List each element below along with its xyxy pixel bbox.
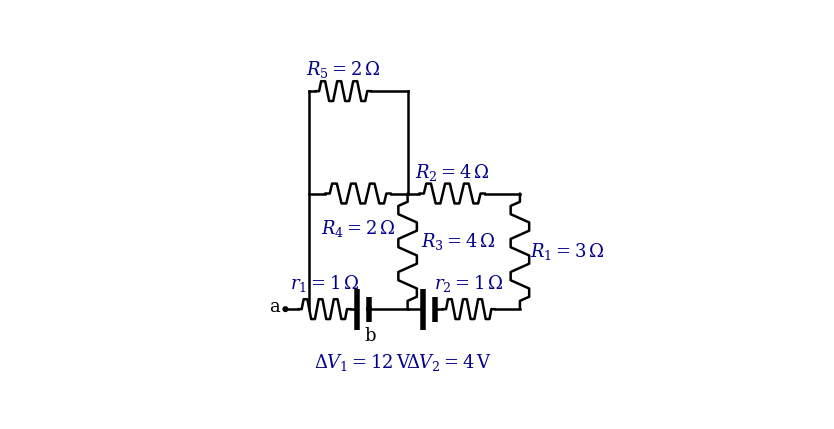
Text: $R_1{=}3\,\Omega$: $R_1{=}3\,\Omega$ <box>530 241 605 262</box>
Text: $\Delta V_1{=}12\,\mathrm{V}$: $\Delta V_1{=}12\,\mathrm{V}$ <box>314 352 412 373</box>
Text: $R_4{=}2\,\Omega$: $R_4{=}2\,\Omega$ <box>321 218 395 239</box>
Text: $R_2{=}4\,\Omega$: $R_2{=}4\,\Omega$ <box>415 162 490 183</box>
Text: $R_5{=}2\,\Omega$: $R_5{=}2\,\Omega$ <box>306 58 380 79</box>
Circle shape <box>283 307 288 311</box>
Text: $r_1{=}1\,\Omega$: $r_1{=}1\,\Omega$ <box>289 273 359 294</box>
Text: $R_3{=}4\,\Omega$: $R_3{=}4\,\Omega$ <box>421 231 495 252</box>
Text: $r_2{=}1\,\Omega$: $r_2{=}1\,\Omega$ <box>435 273 503 294</box>
Text: b: b <box>364 327 376 345</box>
Text: a: a <box>269 299 279 317</box>
Text: $\Delta V_2{=}4\,\mathrm{V}$: $\Delta V_2{=}4\,\mathrm{V}$ <box>406 352 492 373</box>
Circle shape <box>367 307 371 311</box>
